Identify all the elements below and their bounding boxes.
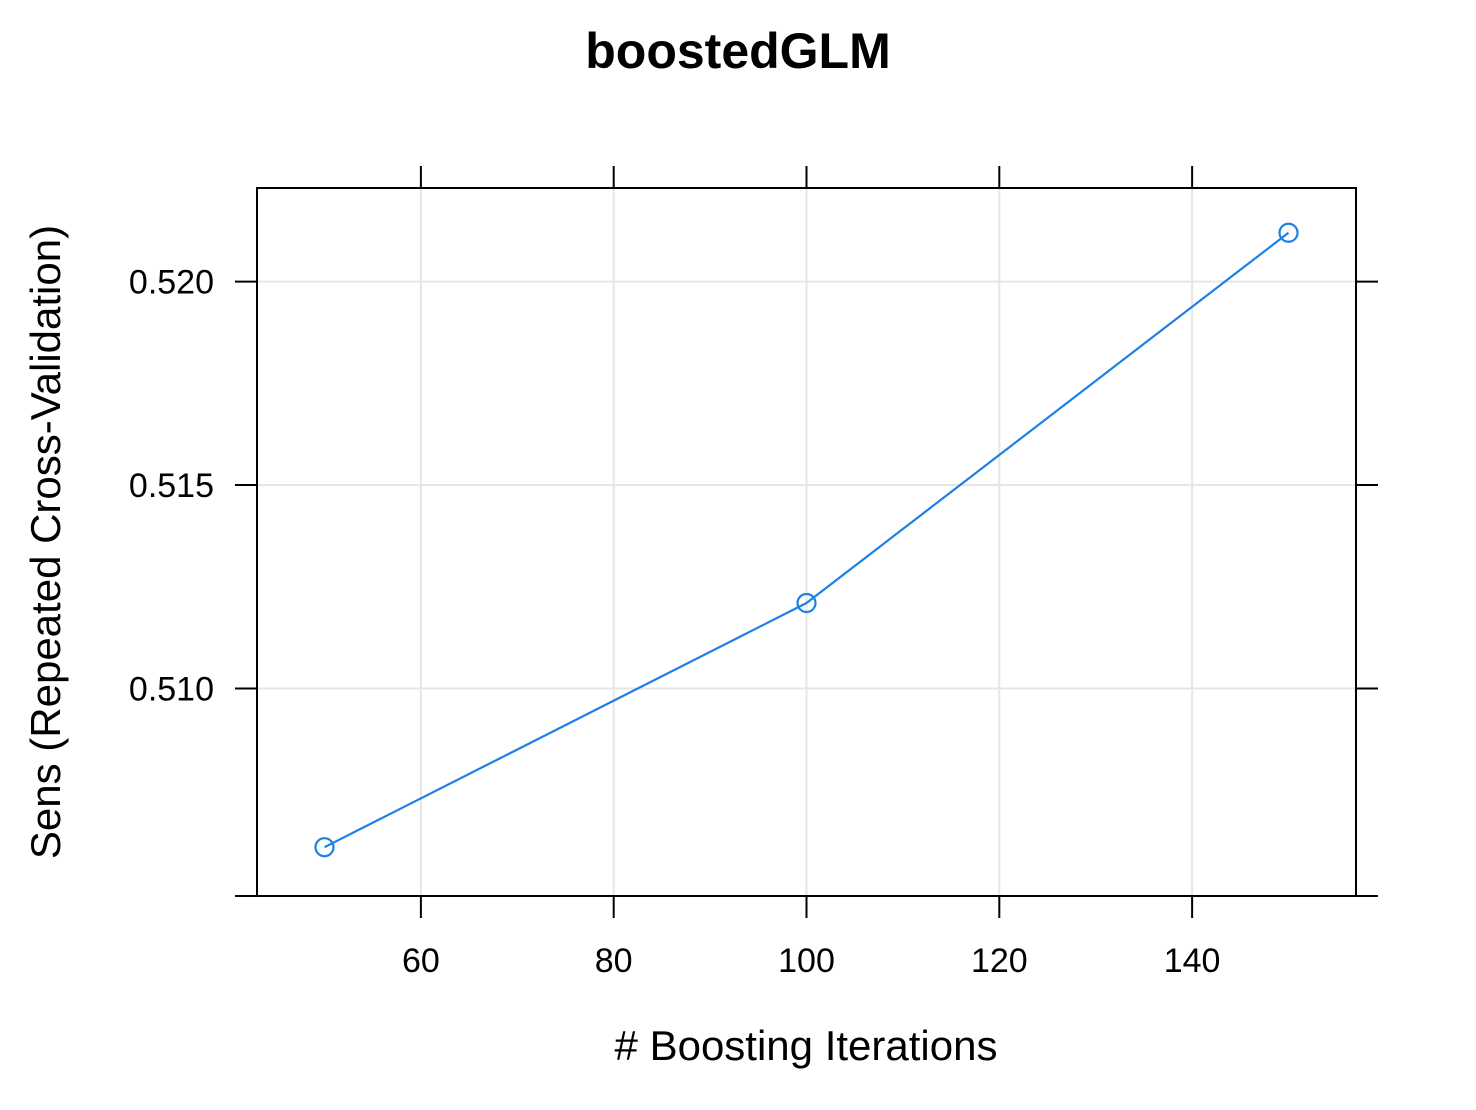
- y-tick-label: 0.510: [129, 670, 214, 708]
- chart-title: boostedGLM: [585, 23, 891, 79]
- grid: [257, 188, 1356, 896]
- series-group: [314, 222, 1299, 858]
- x-axis-label: # Boosting Iterations: [615, 1022, 998, 1069]
- tick-labels: 60 80 100 120 140 0.510 0.515 0.520: [129, 264, 1221, 980]
- data-point: [314, 837, 335, 858]
- data-point: [796, 592, 817, 614]
- data-point: [1278, 222, 1299, 243]
- x-tick-label: 120: [971, 942, 1028, 980]
- series-line: [323, 231, 1290, 849]
- y-tick-label: 0.515: [129, 467, 214, 505]
- axis-ticks: [235, 166, 1378, 918]
- x-tick-label: 60: [402, 942, 440, 980]
- x-tick-label: 100: [778, 942, 835, 980]
- x-tick-label: 140: [1164, 942, 1221, 980]
- x-tick-label: 80: [595, 942, 633, 980]
- y-tick-label: 0.520: [129, 264, 214, 302]
- y-axis-label: Sens (Repeated Cross-Validation): [22, 225, 69, 859]
